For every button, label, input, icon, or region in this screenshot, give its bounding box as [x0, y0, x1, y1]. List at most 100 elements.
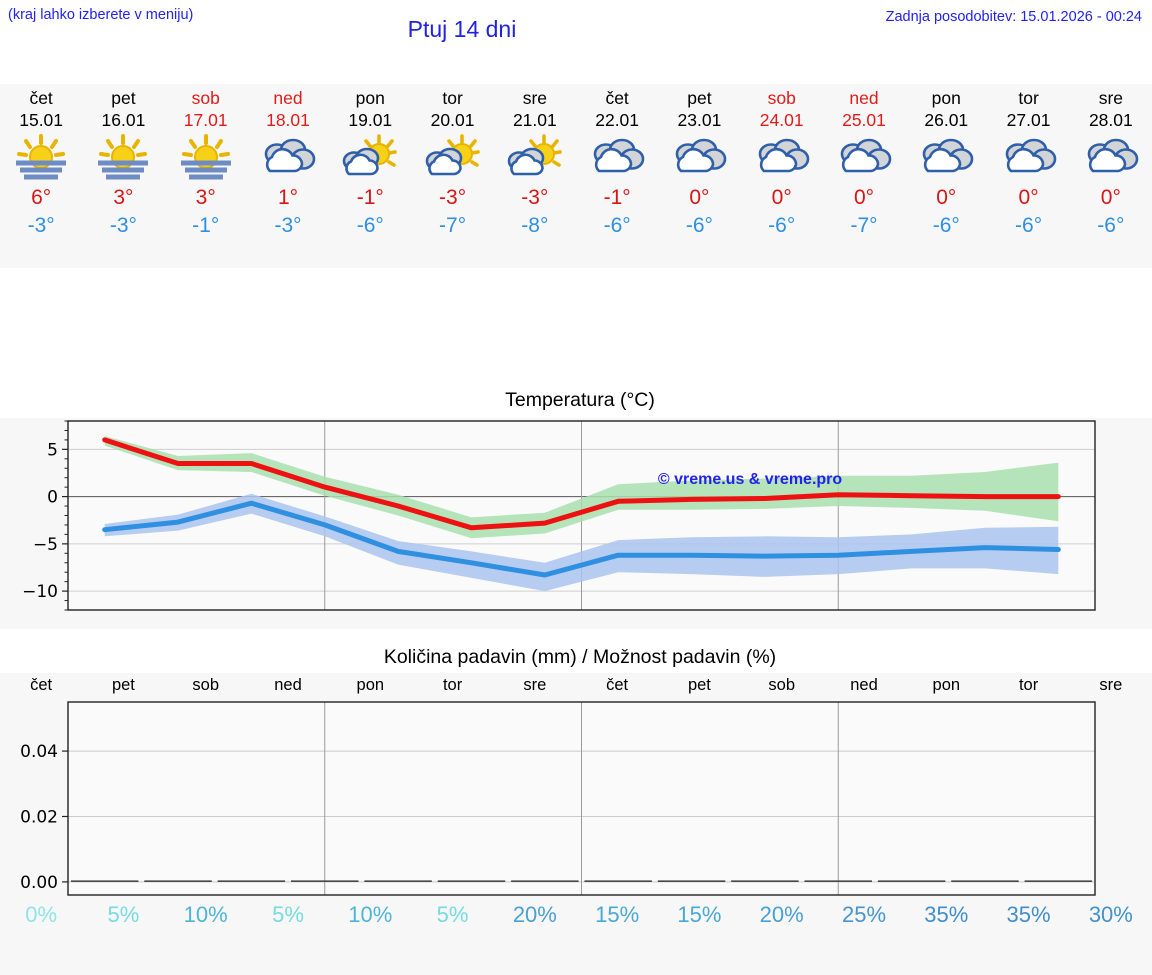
precip-probability-label: 25% [841, 902, 887, 927]
day-temp-min: -8° [521, 214, 549, 237]
day-column[interactable]: ned 25.01 0° -7° [825, 84, 904, 240]
day-column[interactable]: sre 21.01 -3° -8° [495, 84, 574, 240]
partly-cloudy-icon [507, 134, 562, 176]
precip-bar [364, 880, 432, 882]
temperature-max-range-band [104, 436, 1059, 539]
temperature-max-line [102, 437, 1061, 531]
cloudy-icon [593, 138, 645, 173]
precip-day-label: čet [606, 676, 628, 694]
partly-cloudy-icon [495, 134, 574, 184]
precipitation-chart-svg: 0.04 0.02 0.00 čet pet sob ned pon tor sre čet pet s… [20, 676, 1122, 896]
plot-border [67, 420, 1096, 611]
precip-bar [584, 880, 652, 882]
precip-probability-label: 20% [759, 902, 804, 927]
page-title: Ptuj 14 dni [407, 16, 517, 42]
day-date: 27.01 [1006, 110, 1051, 130]
precip-bar [437, 880, 506, 882]
precip-bar [657, 880, 726, 882]
day-column[interactable]: tor 20.01 -3° -7° [413, 84, 492, 240]
sun-fog-icon [166, 134, 245, 184]
partly-cloudy-icon [425, 134, 480, 176]
precip-bar [877, 880, 946, 882]
partly-cloudy-icon [331, 134, 410, 184]
page-header: (kraj lahko izberete v meniju) Ptuj 14 d… [0, 0, 1152, 62]
day-column[interactable]: pon 19.01 -1° -6° [331, 84, 410, 240]
day-temp-min: -6° [768, 214, 796, 237]
day-column[interactable]: pet 16.01 3° -3° [84, 84, 163, 240]
day-temp-min: -6° [603, 214, 631, 237]
day-name: čet [29, 88, 53, 108]
temperature-chart-svg: 5 0 −5 −10 © vreme.us & vreme.pro [22, 420, 1096, 611]
precip-probability-label: 10% [348, 902, 393, 927]
day-column[interactable]: pon 26.01 0° -6° [907, 84, 986, 240]
y-axis-tick-label: 0.02 [20, 807, 58, 827]
precip-day-label: tor [1019, 676, 1039, 694]
precipitation-chart-title: Količina padavin (mm) / Možnost padavin … [383, 646, 777, 668]
sun-fog-icon [98, 134, 149, 180]
y-axis-tick-label: 0 [47, 488, 58, 508]
day-date: 26.01 [924, 110, 969, 130]
day-name: tor [442, 88, 463, 108]
temperature-title-band [0, 381, 1152, 418]
day-date: 19.01 [348, 110, 393, 130]
day-column[interactable]: sob 17.01 3° -1° [166, 84, 245, 240]
day-date: 17.01 [183, 110, 228, 130]
y-axis-tick-label: 0.00 [20, 873, 58, 893]
day-date: 25.01 [842, 110, 886, 130]
precip-bar [70, 880, 139, 882]
sun-fog-icon [180, 134, 231, 180]
day-column[interactable]: ned 18.01 1° -3° [249, 84, 328, 240]
partly-cloudy-icon [413, 134, 492, 184]
sun-fog-icon [2, 134, 81, 184]
day-date: 20.01 [430, 110, 475, 130]
day-column[interactable]: sob 24.01 0° -6° [742, 84, 821, 240]
day-temp-min: -6° [932, 214, 960, 237]
day-name: sre [1098, 88, 1123, 108]
precipitation-title-band [0, 641, 1152, 673]
day-date: 23.01 [677, 110, 722, 130]
day-column[interactable]: tor 27.01 0° -6° [989, 84, 1068, 240]
y-axis-tick-label: −5 [33, 535, 58, 555]
precipitation-probability-row: 0% 5% 10% 5% 10% 5% 20% 15% 15% 20% 25% 35% 35% 30% [0, 899, 1152, 939]
precip-bar [731, 880, 799, 882]
day-temp-max: 0° [771, 186, 792, 209]
day-temp-max: 1° [277, 186, 299, 209]
precip-day-label: čet [30, 676, 52, 694]
day-temp-min: -3° [27, 214, 55, 237]
day-date: 21.01 [512, 110, 557, 130]
day-temp-max: 3° [195, 186, 216, 209]
precip-bar [291, 880, 359, 882]
precipitation-chart-panel: Količina padavin (mm) / Možnost padavin … [0, 641, 1152, 975]
y-axis-tick-label: 0.04 [20, 742, 58, 762]
day-name: pon [355, 88, 385, 108]
day-column[interactable]: pet 23.01 0° -6° [660, 84, 739, 240]
day-date: 28.01 [1088, 110, 1133, 130]
y-axis-tick-label: 5 [47, 440, 58, 460]
temperature-min-line [102, 500, 1061, 578]
day-temp-min: -6° [356, 214, 384, 237]
precip-probability-label: 35% [924, 902, 969, 927]
precip-day-label: pon [357, 676, 385, 694]
day-temp-max: 0° [853, 186, 875, 209]
cloudy-icon [922, 138, 974, 173]
temperature-chart-title: Temperatura (°C) [505, 389, 655, 411]
day-column[interactable]: sre 28.01 0° -6° [1071, 84, 1150, 240]
day-name: čet [605, 88, 629, 108]
day-temp-max: 6° [31, 186, 52, 209]
day-name: sre [522, 88, 547, 108]
cloudy-icon [758, 138, 810, 173]
temperature-min-range-band [104, 493, 1059, 592]
day-temp-max: -1° [603, 186, 631, 209]
precip-probability-label: 5% [272, 902, 304, 927]
day-column[interactable]: čet 22.01 -1° -6° [578, 84, 657, 240]
day-temp-max: 0° [936, 186, 957, 209]
cloudy-icon [676, 138, 727, 173]
day-date: 18.01 [266, 110, 310, 130]
precip-day-label: sre [1099, 676, 1122, 694]
day-column[interactable]: čet 15.01 6° -3° [2, 84, 81, 240]
precip-probability-label: 0% [25, 902, 58, 927]
day-temp-min: -1° [192, 214, 220, 237]
cloudy-icon [660, 134, 739, 184]
precip-bar [144, 880, 212, 882]
cloudy-icon [742, 134, 821, 184]
